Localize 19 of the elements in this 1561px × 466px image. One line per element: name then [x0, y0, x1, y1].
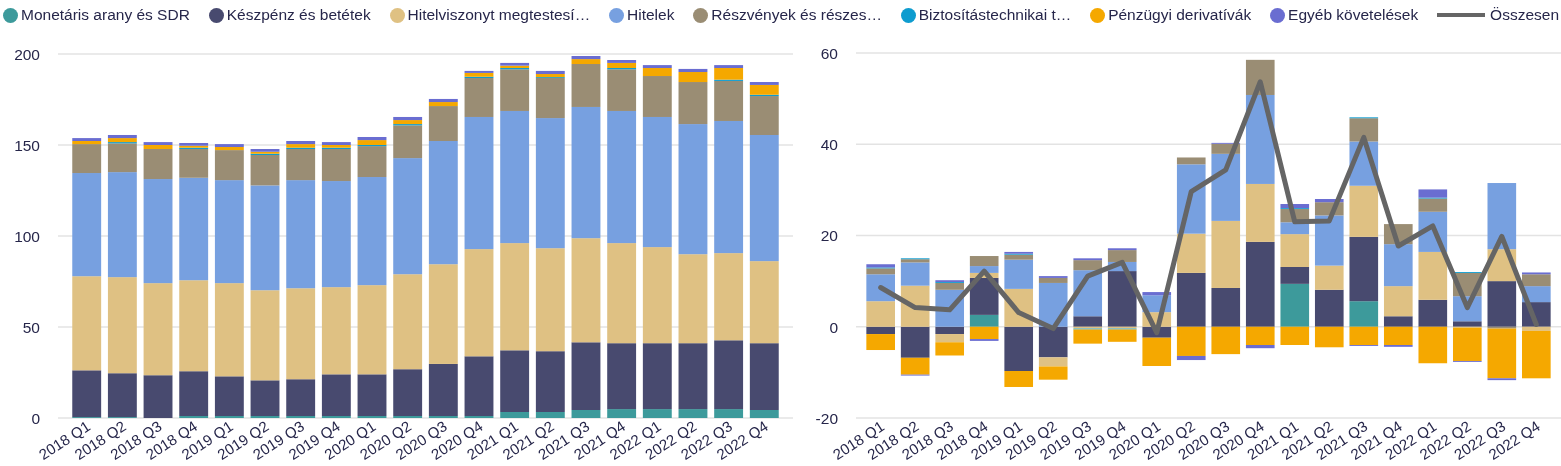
- y-tick-label: 0: [829, 318, 839, 336]
- y-tick-label: 40: [820, 136, 839, 154]
- y-tick-label: -20: [815, 409, 839, 427]
- legend-label: Részvények és részes…: [711, 6, 882, 24]
- legend-label: Pénzügyi derivatívák: [1108, 6, 1252, 24]
- y-tick-label: 100: [14, 227, 41, 245]
- legend-label: Biztosítástechnikai t…: [918, 6, 1072, 24]
- y-tick-label: 60: [820, 44, 839, 62]
- legend-label: Hitelek: [627, 6, 675, 24]
- legend-label: Készpénz és betétek: [226, 6, 371, 24]
- legend-label: Hitelviszonyt megtestesí…: [407, 6, 591, 24]
- y-tick-label: 150: [14, 136, 41, 154]
- y-tick-label: 20: [820, 227, 839, 245]
- legend-label: Összesen: [1490, 6, 1559, 24]
- y-tick-label: 200: [14, 45, 41, 63]
- y-tick-label: 50: [22, 318, 41, 336]
- y-tick-label: 0: [31, 409, 41, 427]
- legend-label: Monetáris arany és SDR: [21, 6, 190, 24]
- legend-label: Egyéb követelések: [1288, 6, 1419, 24]
